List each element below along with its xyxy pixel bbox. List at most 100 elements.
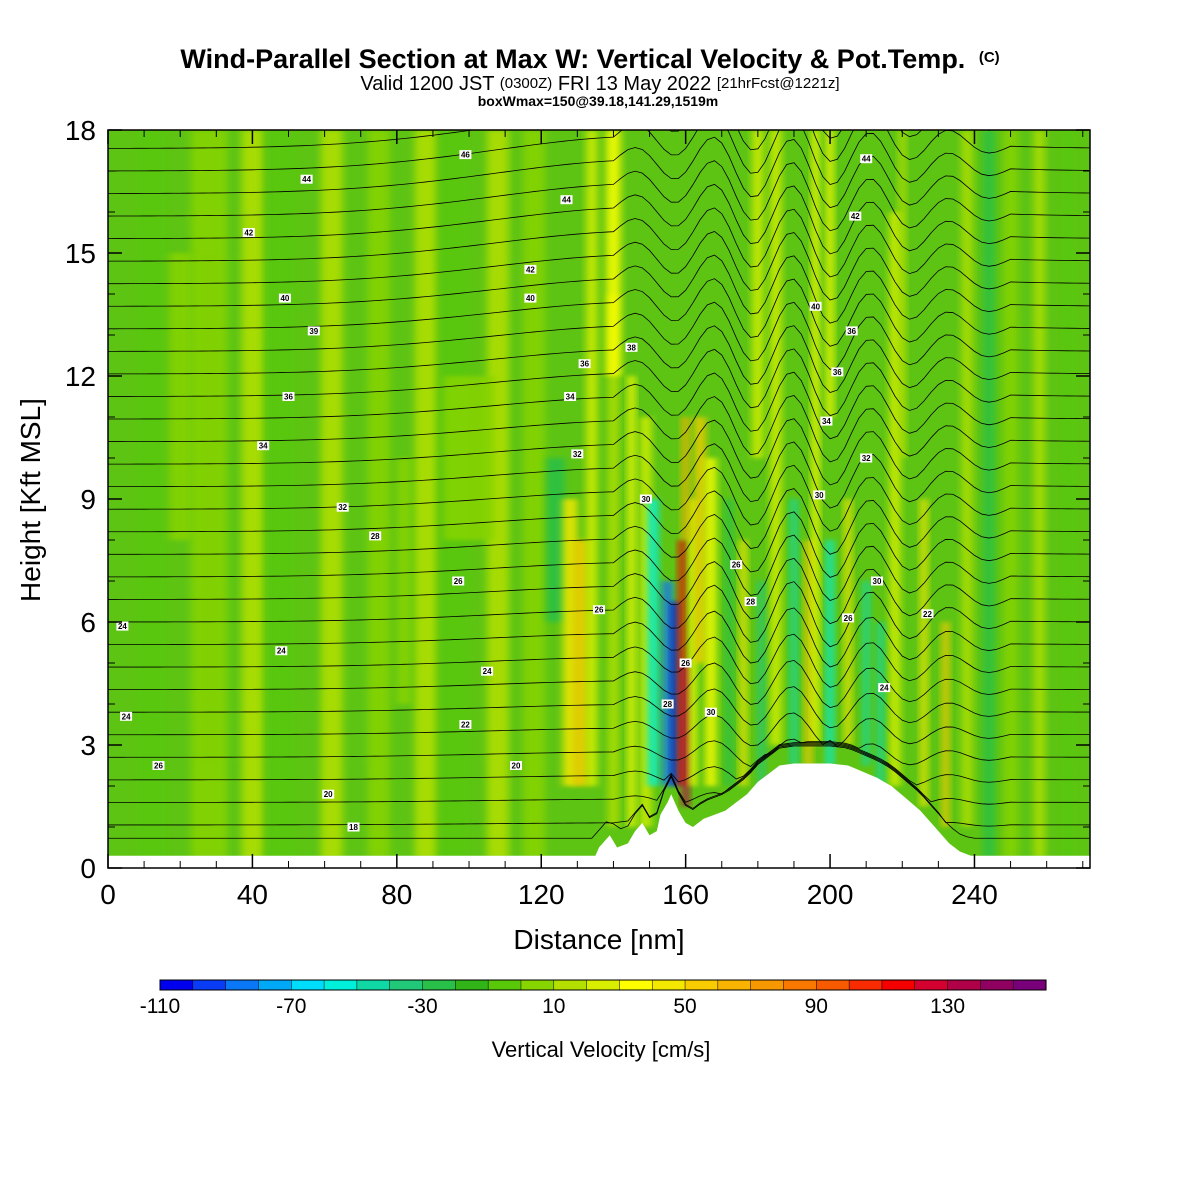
contour-label-text: 36	[284, 393, 293, 402]
theta-contour-12	[108, 534, 1090, 601]
contour-label-text: 36	[580, 360, 589, 369]
contour-label-7: 39	[307, 326, 320, 336]
theta-contour-22	[108, 301, 1090, 370]
colorbar-swatch-7	[389, 979, 424, 991]
contour-label-box	[459, 720, 472, 729]
theta-contour-0	[108, 745, 1090, 839]
theta-contour-17	[108, 418, 1090, 486]
colorbar-swatch-2	[225, 979, 259, 991]
contour-label-text: 40	[280, 294, 289, 303]
contour-label-39: 26	[152, 761, 165, 771]
contour-label-37: 42	[849, 211, 862, 221]
velocity-cell-31	[804, 540, 812, 766]
contour-label-19: 24	[275, 646, 288, 656]
contour-label-box	[152, 761, 165, 770]
colorbar-swatch-21	[848, 979, 883, 991]
velocity-cell-48	[826, 130, 834, 417]
contour-label-text: 46	[461, 151, 470, 160]
colorbar-swatch-11	[520, 979, 555, 991]
contour-label-box	[878, 683, 891, 693]
contour-label-text: 22	[461, 721, 470, 730]
chart-subtitle: Valid 1200 JST (0300Z) FRI 13 May 2022 […	[360, 71, 839, 95]
theta-contour-28	[108, 160, 1090, 232]
contour-label-text: 34	[822, 417, 831, 426]
contour-label-30: 40	[809, 301, 822, 311]
contour-label-25: 18	[347, 822, 360, 832]
contour-label-text: 40	[811, 302, 820, 311]
contour-label-18: 26	[593, 605, 605, 615]
velocity-cell-36	[877, 622, 885, 786]
contour-label-23: 20	[510, 761, 522, 771]
velocity-cell-19	[662, 581, 673, 786]
velocity-cell-2	[241, 130, 264, 856]
theta-contour-7	[108, 659, 1090, 709]
colorbar-swatch-17	[717, 979, 752, 991]
velocity-cell-40	[961, 130, 973, 827]
contour-label-box	[452, 576, 465, 586]
x-tick-label-2: 80	[381, 879, 412, 910]
velocity-cell-18	[647, 499, 659, 786]
contour-label-text: 24	[483, 667, 492, 676]
contour-label-text: 26	[844, 614, 853, 623]
colorbar-swatch-13	[586, 979, 620, 991]
contour-label-text: 42	[526, 265, 535, 274]
contour-label-box	[275, 646, 288, 656]
contour-label-29: 26	[842, 613, 855, 623]
x-tick-label-6: 240	[951, 879, 998, 910]
x-axis-label: Distance [nm]	[513, 924, 684, 955]
velocity-cell-15	[608, 294, 619, 827]
velocity-cell-9	[523, 130, 545, 856]
colorbar-swatch-3	[258, 979, 292, 991]
contour-label-38: 22	[921, 609, 934, 619]
contour-label-box	[481, 666, 494, 676]
colorbar-swatch-22	[881, 979, 916, 991]
colorbar-swatch-12	[553, 979, 588, 991]
colorbar-swatch-0	[159, 979, 194, 991]
velocity-cell-25	[705, 458, 717, 786]
contour-label-text: 42	[244, 229, 253, 238]
colorbar-swatch-15	[651, 979, 686, 991]
colorbar-swatch-23	[914, 979, 949, 991]
contour-label-box	[510, 761, 522, 770]
contour-label-box	[120, 711, 133, 721]
velocity-cell-13	[573, 540, 589, 786]
contour-label-9: 36	[578, 359, 591, 369]
contour-label-box	[307, 326, 320, 336]
subtitle-date: FRI 13 May 2022	[558, 73, 711, 95]
velocity-cell-32	[812, 130, 820, 745]
theta-contour-20	[108, 348, 1090, 417]
colorbar-tick-label-5: 90	[805, 995, 828, 1018]
velocity-cell-39	[942, 622, 950, 827]
contour-label-text: 30	[873, 577, 882, 586]
contour-label-28: 28	[744, 597, 757, 607]
velocity-cell-17	[640, 417, 652, 827]
velocity-cell-41	[983, 130, 995, 856]
terrain	[108, 763, 1090, 868]
contour-label-text: 20	[512, 762, 521, 771]
colorbar-swatch-18	[750, 979, 785, 991]
contour-label-5: 40	[278, 293, 291, 303]
y-tick-label-5: 15	[65, 238, 96, 269]
colorbar-tick-label-2: -30	[407, 995, 437, 1018]
contour-label-24: 20	[322, 789, 335, 799]
contour-label-text: 24	[277, 647, 286, 656]
velocity-cell-6	[414, 130, 437, 856]
contour-label-box	[860, 453, 873, 463]
contour-label-22: 24	[120, 711, 133, 721]
contour-label-3: 42	[242, 228, 255, 238]
colorbar-tick-label-0: -110	[140, 995, 180, 1018]
colorbar-swatch-6	[356, 979, 391, 991]
contour-label-20: 24	[481, 666, 494, 676]
contour-label-41: 28	[661, 699, 674, 709]
velocity-cell-43	[1034, 130, 1045, 856]
contour-label-34: 32	[860, 453, 873, 463]
colorbar-swatch-9	[455, 979, 489, 991]
contour-label-text: 38	[627, 343, 636, 352]
theta-contour-11	[108, 557, 1090, 625]
contour-label-text: 30	[706, 708, 715, 717]
contour-label-text: 30	[815, 491, 824, 500]
contour-label-text: 28	[663, 700, 672, 709]
